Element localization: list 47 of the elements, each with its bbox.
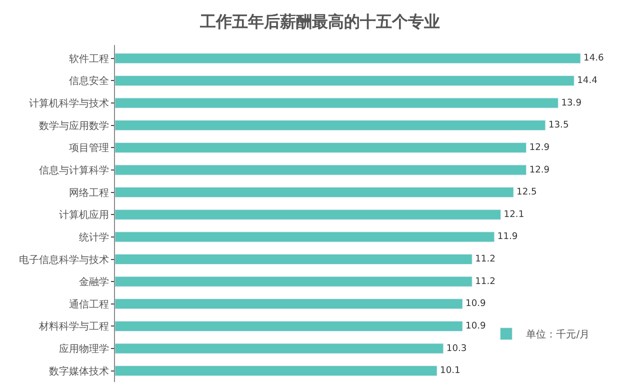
y-tick-label: 应用物理学 xyxy=(59,343,109,356)
y-tick-label: 统计学 xyxy=(79,231,109,244)
bar xyxy=(115,53,581,64)
chart-title: 工作五年后薪酬最高的十五个专业 xyxy=(199,12,440,31)
bar xyxy=(115,276,472,287)
data-label: 10.9 xyxy=(466,321,486,332)
data-label: 11.2 xyxy=(475,254,496,265)
bar xyxy=(115,209,502,220)
y-tick-label: 项目管理 xyxy=(69,143,109,154)
y-tick-label: 材料科学与工程 xyxy=(38,320,109,333)
y-tick-label: 信息与计算科学 xyxy=(39,164,109,176)
data-label: 14.6 xyxy=(584,54,604,64)
data-label: 11.9 xyxy=(497,232,518,242)
y-tick-label: 计算机科学与技术 xyxy=(29,98,109,110)
bar xyxy=(115,232,495,242)
data-label: 12.9 xyxy=(529,165,550,176)
bar xyxy=(115,75,574,86)
data-label: 12.5 xyxy=(516,188,537,198)
bar xyxy=(115,98,558,108)
y-tick-label: 软件工程 xyxy=(69,52,109,65)
y-tick-label: 电子信息科学与技术 xyxy=(19,254,109,266)
data-label: 11.2 xyxy=(475,276,496,287)
bar xyxy=(115,298,463,310)
bar xyxy=(115,366,438,376)
bar xyxy=(115,164,527,176)
bar xyxy=(115,142,527,153)
y-tick-label: 网络工程 xyxy=(69,186,109,199)
y-tick-label: 信息安全 xyxy=(69,75,109,88)
y-tick-label: 数字媒体技术 xyxy=(49,365,109,378)
data-label: 10.3 xyxy=(446,344,467,354)
y-tick-label: 数学与应用数学 xyxy=(39,120,109,132)
data-label: 13.5 xyxy=(548,120,569,131)
data-label: 12.1 xyxy=(504,210,524,220)
bar xyxy=(115,187,514,198)
legend-label: 单位：千元/月 xyxy=(526,328,590,341)
data-label: 10.9 xyxy=(466,299,486,310)
y-tick-label: 计算机应用 xyxy=(59,209,109,222)
y-tick-label: 通信工程 xyxy=(69,298,109,310)
bar xyxy=(115,254,472,265)
data-label: 10.1 xyxy=(440,366,460,376)
bar xyxy=(115,120,546,131)
data-label: 14.4 xyxy=(577,76,598,86)
data-label: 13.9 xyxy=(561,98,582,108)
y-tick-label: 金融学 xyxy=(79,276,109,288)
bar xyxy=(115,343,444,354)
data-label: 12.9 xyxy=(529,142,550,153)
bar xyxy=(115,320,463,332)
